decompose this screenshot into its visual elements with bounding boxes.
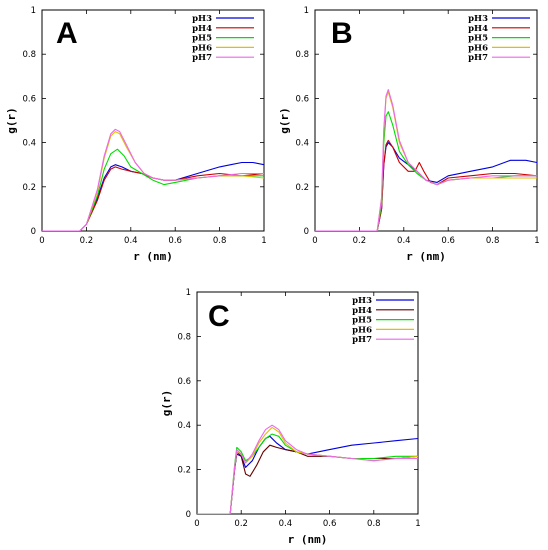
panel-b-legend-label-ph3: pH3 <box>468 14 488 24</box>
panel-b-plot-frame <box>314 9 538 232</box>
panel-b-series-line-ph3 <box>315 142 537 231</box>
panel-a-series-group <box>42 128 264 231</box>
panel-c-x-tick-label: 0.6 <box>323 519 337 529</box>
panel-b-y-tick-label: 0.4 <box>295 139 309 149</box>
panel-a-series-line-ph4 <box>42 166 264 231</box>
panel-b-y-tick-label: 0.8 <box>295 50 309 60</box>
panel-c-y-tick-label: 0.8 <box>177 332 191 342</box>
panel-c-x-tick-label: 0 <box>194 519 199 529</box>
panel-a-x-tick-label: 0.8 <box>213 236 227 246</box>
panel-b-legend-label-ph5: pH5 <box>468 34 488 44</box>
panel-b-x-tick-label: 0.6 <box>441 236 455 246</box>
panel-b-y-tick-label: 0.2 <box>295 183 309 193</box>
panel-a-y-tick-label: 0.8 <box>22 50 36 60</box>
panel-b-x-tick-label: 0.8 <box>486 236 500 246</box>
panel-a-legend-label-ph3: pH3 <box>192 14 212 24</box>
panel-a-x-tick-label: 0.6 <box>168 236 182 246</box>
panel-b-letter: B <box>331 17 353 50</box>
panel-b-series-line-ph4 <box>315 139 537 231</box>
panel-c-x-tick-label: 0.8 <box>367 519 381 529</box>
panel-c-series-line-ph6 <box>197 426 418 514</box>
panel-a-series-line-ph6 <box>42 131 264 231</box>
panel-a-y-tick-label: 1 <box>31 6 36 16</box>
panel-b-x-tick-label: 1 <box>534 236 539 246</box>
panel-c-x-tick-label: 0.4 <box>279 519 293 529</box>
panel-c-legend-label-ph4: pH4 <box>352 306 372 316</box>
panel-c-y-tick-label: 1 <box>186 288 191 298</box>
panel-c-legend-label-ph3: pH3 <box>352 296 372 306</box>
panel-b-y-tick-label: 0 <box>304 227 309 237</box>
panel-b-legend-label-ph4: pH4 <box>468 24 488 34</box>
panel-a-legend-label-ph7: pH7 <box>192 53 212 63</box>
panel-b-series-line-ph7 <box>315 89 537 231</box>
panel-b-legend-label-ph7: pH7 <box>468 53 488 63</box>
panel-a-y-tick-label: 0.2 <box>22 183 36 193</box>
panel-a-y-tick-label: 0.6 <box>22 94 36 104</box>
panel-c-legend-label-ph7: pH7 <box>352 335 372 345</box>
panel-b-legend-label-ph6: pH6 <box>468 43 488 53</box>
panel-c-x-tick-label: 1 <box>415 519 420 529</box>
panel-c-y-tick-label: 0.4 <box>177 421 191 431</box>
panel-b-x-axis-title: r (nm) <box>406 250 446 263</box>
panel-c-y-tick-label: 0 <box>186 510 191 520</box>
panel-a-letter: A <box>56 17 78 50</box>
panel-c-series-line-ph4 <box>197 444 418 514</box>
panel-c-x-tick-label: 0.2 <box>234 519 248 529</box>
panel-b-y-axis-title: g(r) <box>278 107 291 134</box>
panel-a: 0 0.2 0.4 0.6 0.8 1 0 0.2 0.4 0.6 0.8 1 r (nm) g(r) pH… <box>5 6 267 263</box>
panel-c: 0 0.2 0.4 0.6 0.8 1 0 0.2 0.4 0.6 0.8 1 r (nm) g(r) pH… <box>160 288 421 546</box>
panel-b-series-line-ph5 <box>315 111 537 231</box>
panel-a-series-line-ph3 <box>42 161 264 231</box>
panel-c-plot-frame <box>196 291 419 515</box>
panel-c-y-tick-label: 0.6 <box>177 377 191 387</box>
panel-c-series-group <box>197 424 418 514</box>
panel-b-y-tick-label: 0.6 <box>295 94 309 104</box>
panel-a-x-tick-label: 0.4 <box>124 236 138 246</box>
panel-c-series-line-ph3 <box>197 435 418 514</box>
panel-c-legend-label-ph5: pH5 <box>352 316 372 326</box>
panel-b-x-tick-label: 0.2 <box>353 236 367 246</box>
panel-a-legend-label-ph6: pH6 <box>192 43 212 53</box>
panel-b-x-tick-label: 0 <box>312 236 317 246</box>
panel-b: 0 0.2 0.4 0.6 0.8 1 0 0.2 0.4 0.6 0.8 1 r (nm) g(r) pH… <box>278 6 540 263</box>
panel-b-x-tick-label: 0.4 <box>397 236 411 246</box>
panel-c-y-tick-label: 0.2 <box>177 466 191 476</box>
panel-a-x-tick-label: 0.2 <box>80 236 94 246</box>
panel-a-y-tick-label: 0 <box>31 227 36 237</box>
panel-a-x-tick-label: 0 <box>39 236 44 246</box>
panel-b-series-line-ph6 <box>315 91 537 231</box>
panel-b-y-tick-label: 1 <box>304 6 309 16</box>
panel-a-legend-label-ph4: pH4 <box>192 24 212 34</box>
panel-c-letter: C <box>208 300 230 333</box>
panel-a-plot-frame <box>41 9 265 232</box>
panel-c-y-axis-title: g(r) <box>160 390 173 417</box>
panel-b-series-group <box>315 89 537 231</box>
panel-c-series-line-ph5 <box>197 433 418 514</box>
panel-a-y-tick-label: 0.4 <box>22 139 36 149</box>
panel-a-y-axis-title: g(r) <box>5 107 18 134</box>
panel-a-series-line-ph5 <box>42 148 264 231</box>
panel-c-x-axis-title: r (nm) <box>288 533 328 546</box>
panel-a-x-tick-label: 1 <box>261 236 266 246</box>
panel-a-series-line-ph7 <box>42 128 264 231</box>
panel-a-legend-label-ph5: pH5 <box>192 34 212 44</box>
panel-c-legend-label-ph6: pH6 <box>352 325 372 335</box>
panel-c-series-line-ph7 <box>197 424 418 514</box>
panel-a-x-axis-title: r (nm) <box>133 250 173 263</box>
